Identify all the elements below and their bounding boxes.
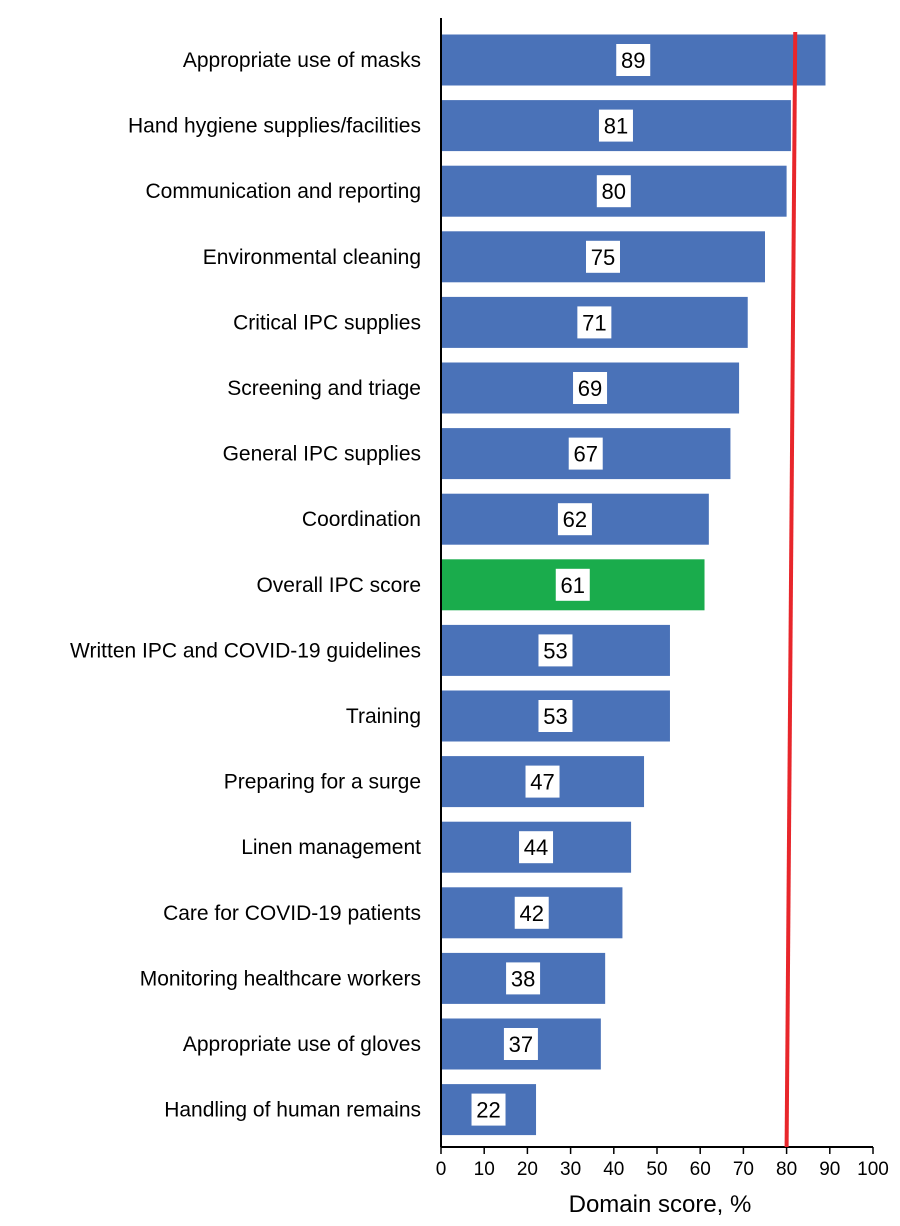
category-label: Monitoring healthcare workers [140, 967, 421, 990]
value-label-box [577, 306, 612, 339]
value-label-box [568, 437, 603, 470]
x-tick-label: 100 [857, 1159, 889, 1180]
axes-group: 0 10 20 30 40 50 60 70 80 90 100 [436, 18, 889, 1180]
value-label: 71 [582, 310, 606, 335]
value-label: 53 [543, 638, 567, 663]
value-label-box [506, 962, 541, 995]
x-tick-label: 40 [603, 1159, 624, 1180]
category-label: Hand hygiene supplies/facilities [128, 115, 421, 138]
value-label-box [525, 765, 560, 798]
category-label: Preparing for a surge [224, 771, 421, 794]
x-tick-label: 10 [474, 1159, 495, 1180]
category-label: Coordination [302, 508, 421, 531]
value-label: 75 [591, 245, 615, 270]
value-label-box [514, 896, 549, 929]
reference-line [784, 31, 798, 1148]
x-tick-label: 50 [646, 1159, 667, 1180]
category-label: Environmental cleaning [203, 246, 421, 269]
value-label: 81 [604, 114, 628, 139]
value-label: 44 [524, 835, 548, 860]
value-label-box [519, 831, 554, 864]
x-tick-label: 30 [560, 1159, 581, 1180]
x-tick-label: 0 [436, 1159, 447, 1180]
bars-group [441, 34, 826, 1136]
category-label: Overall IPC score [256, 574, 421, 597]
value-label: 53 [543, 704, 567, 729]
value-label: 69 [578, 376, 602, 401]
value-label-box [573, 372, 608, 404]
value-label-box [471, 1093, 506, 1126]
x-tick-label: 90 [819, 1159, 840, 1180]
category-label: Linen management [241, 836, 421, 859]
category-label: Training [346, 705, 421, 728]
value-label-box [557, 503, 592, 536]
category-label: Written IPC and COVID-19 guidelines [70, 639, 421, 662]
value-label-box [598, 109, 633, 142]
x-tick-label: 80 [776, 1159, 797, 1180]
value-label: 62 [563, 507, 587, 532]
value-label: 47 [530, 770, 554, 795]
value-label: 42 [519, 901, 543, 926]
value-label-box [538, 634, 573, 667]
category-label: Care for COVID-19 patients [163, 902, 421, 925]
category-label: Critical IPC supplies [233, 311, 421, 334]
x-axis-title: Domain score, % [569, 1191, 752, 1218]
value-label-box [503, 1028, 538, 1060]
category-label: Communication and reporting [146, 180, 421, 203]
value-label: 37 [509, 1032, 533, 1057]
value-label: 89 [621, 48, 645, 73]
x-tick-label: 60 [690, 1159, 711, 1180]
category-label: Appropriate use of gloves [183, 1033, 421, 1056]
value-label: 67 [573, 442, 597, 467]
x-tick-label: 70 [733, 1159, 754, 1180]
value-label: 80 [602, 179, 626, 204]
x-tick-label: 20 [517, 1159, 538, 1180]
category-label: Handling of human remains [164, 1099, 421, 1122]
category-label: Screening and triage [227, 377, 421, 400]
labels-group: Appropriate use of masks 89 Hand hygiene s… [70, 44, 651, 1126]
value-label: 38 [511, 966, 535, 991]
value-label-box [586, 240, 620, 273]
value-label: 22 [476, 1098, 500, 1123]
value-label-box [538, 700, 573, 732]
reference-line-group [784, 31, 798, 1148]
value-label-box [555, 568, 590, 601]
category-label: Appropriate use of masks [183, 49, 421, 72]
value-label-box [596, 175, 631, 208]
value-label-box [616, 44, 651, 76]
value-label: 61 [561, 573, 585, 598]
category-label: General IPC supplies [223, 443, 421, 466]
